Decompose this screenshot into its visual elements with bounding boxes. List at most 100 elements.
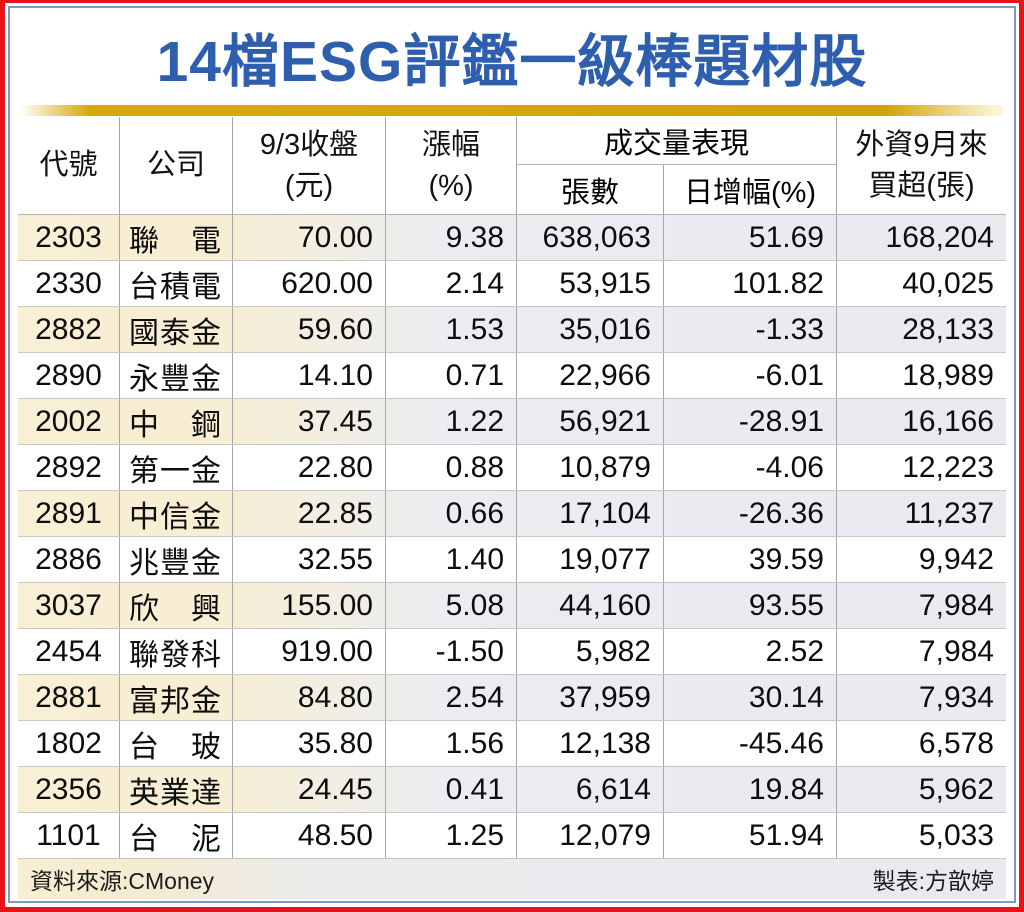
close-cell: 37.45 [232, 399, 385, 444]
company-char: 達 [191, 776, 221, 810]
company-char: 金 [191, 316, 221, 350]
volume-change-cell: 2.52 [663, 629, 836, 674]
footer-band: 資料來源:CMoney 製表:方歆婷 [18, 858, 1006, 899]
code-cell: 2454 [35, 634, 102, 668]
header-volume: 張數 [561, 176, 620, 209]
header-change-line2: (%) [428, 169, 474, 202]
volume-change-cell: 101.82 [663, 261, 836, 306]
company-char: 兆 [129, 546, 159, 580]
change-cell: 2.14 [385, 261, 516, 306]
table-row: 2881 富邦金 84.80 2.54 37,959 30.14 7,934 [18, 674, 1006, 720]
header-volume-subrow: 張數 日增幅(%) [517, 165, 836, 214]
company-char: 金 [191, 684, 221, 718]
foreign-buy-cell: 7,934 [836, 675, 1006, 720]
code-cell: 1802 [35, 726, 102, 760]
title-bar: 14檔ESG評鑑一級棒題材股 [18, 8, 1006, 105]
header-change: 漲幅 (%) [385, 117, 516, 214]
company-char: 金 [191, 546, 221, 580]
table-body: 2303 聯電 70.00 9.38 638,063 51.69 168,204… [18, 214, 1006, 858]
company-char: 豐 [160, 362, 190, 396]
volume-cell: 35,016 [516, 307, 663, 352]
volume-change-cell: -28.91 [663, 399, 836, 444]
change-cell: 1.53 [385, 307, 516, 352]
volume-change-cell: 39.59 [663, 537, 836, 582]
volume-cell: 56,921 [516, 399, 663, 444]
header-foreign-line2: 買超(張) [868, 169, 975, 202]
company-char: 中 [129, 500, 159, 534]
company-char: 信 [160, 500, 190, 534]
foreign-buy-cell: 16,166 [836, 399, 1006, 444]
company-cell: 台泥 [119, 813, 232, 858]
company-char: 業 [160, 776, 190, 810]
company-char: 泰 [160, 316, 190, 350]
volume-change-cell: 93.55 [663, 583, 836, 628]
change-cell: 1.22 [385, 399, 516, 444]
change-cell: 1.25 [385, 813, 516, 858]
company-char: 電 [191, 270, 221, 304]
foreign-buy-cell: 6,578 [836, 721, 1006, 766]
close-cell: 14.10 [232, 353, 385, 398]
table-row: 2303 聯電 70.00 9.38 638,063 51.69 168,204 [18, 214, 1006, 260]
change-cell: 1.40 [385, 537, 516, 582]
table-row: 3037 欣興 155.00 5.08 44,160 93.55 7,984 [18, 582, 1006, 628]
table-row: 2356 英業達 24.45 0.41 6,614 19.84 5,962 [18, 766, 1006, 812]
volume-change-cell: -45.46 [663, 721, 836, 766]
volume-change-cell: -26.36 [663, 491, 836, 536]
header-close: 9/3收盤 (元) [232, 117, 385, 214]
close-cell: 919.00 [232, 629, 385, 674]
change-cell: 0.71 [385, 353, 516, 398]
volume-change-cell: 51.69 [663, 215, 836, 260]
table-row: 2882 國泰金 59.60 1.53 35,016 -1.33 28,133 [18, 306, 1006, 352]
gold-divider-bar [20, 105, 1004, 116]
company-char: 泥 [191, 822, 221, 856]
close-cell: 84.80 [232, 675, 385, 720]
company-char: 欣 [129, 592, 159, 626]
table-row: 2890 永豐金 14.10 0.71 22,966 -6.01 18,989 [18, 352, 1006, 398]
change-cell: 0.66 [385, 491, 516, 536]
change-cell: 2.54 [385, 675, 516, 720]
company-char: 富 [129, 684, 159, 718]
header-code-label: 代號 [39, 149, 98, 182]
foreign-buy-cell: 168,204 [836, 215, 1006, 260]
header-volume-group-title: 成交量表現 [517, 117, 836, 165]
code-cell: 1101 [36, 818, 101, 852]
company-cell: 聯電 [119, 215, 232, 260]
foreign-buy-cell: 40,025 [836, 261, 1006, 306]
code-cell: 2882 [35, 312, 102, 346]
company-cell: 富邦金 [119, 675, 232, 720]
code-cell: 2356 [35, 772, 102, 806]
change-cell: 9.38 [385, 215, 516, 260]
code-cell: 2886 [35, 542, 102, 576]
table-row: 2892 第一金 22.80 0.88 10,879 -4.06 12,223 [18, 444, 1006, 490]
volume-cell: 5,982 [516, 629, 663, 674]
close-cell: 59.60 [232, 307, 385, 352]
code-cell: 2892 [35, 450, 102, 484]
company-cell: 中鋼 [119, 399, 232, 444]
volume-cell: 19,077 [516, 537, 663, 582]
close-cell: 70.00 [232, 215, 385, 260]
foreign-buy-cell: 11,237 [836, 491, 1006, 536]
volume-change-cell: 30.14 [663, 675, 836, 720]
close-cell: 620.00 [232, 261, 385, 306]
company-char: 台 [129, 270, 159, 304]
company-cell: 欣興 [119, 583, 232, 628]
volume-cell: 12,138 [516, 721, 663, 766]
company-char: 電 [191, 224, 221, 258]
change-cell: 1.56 [385, 721, 516, 766]
table-header: 代號 公司 9/3收盤 (元) 漲幅 (%) 成交量表現 張數 日 [18, 117, 1006, 214]
table-row: 2330 台積電 620.00 2.14 53,915 101.82 40,02… [18, 260, 1006, 306]
close-cell: 24.45 [232, 767, 385, 812]
table-row: 2891 中信金 22.85 0.66 17,104 -26.36 11,237 [18, 490, 1006, 536]
close-cell: 35.80 [232, 721, 385, 766]
close-cell: 32.55 [232, 537, 385, 582]
company-char: 中 [129, 408, 159, 442]
header-volume-change: 日增幅(%) [663, 165, 836, 214]
foreign-buy-cell: 7,984 [836, 583, 1006, 628]
company-char: 國 [129, 316, 159, 350]
company-char: 英 [129, 776, 159, 810]
company-char: 發 [160, 638, 190, 672]
header-volume-group: 成交量表現 張數 日增幅(%) [516, 117, 836, 214]
change-cell: -1.50 [385, 629, 516, 674]
volume-cell: 22,966 [516, 353, 663, 398]
